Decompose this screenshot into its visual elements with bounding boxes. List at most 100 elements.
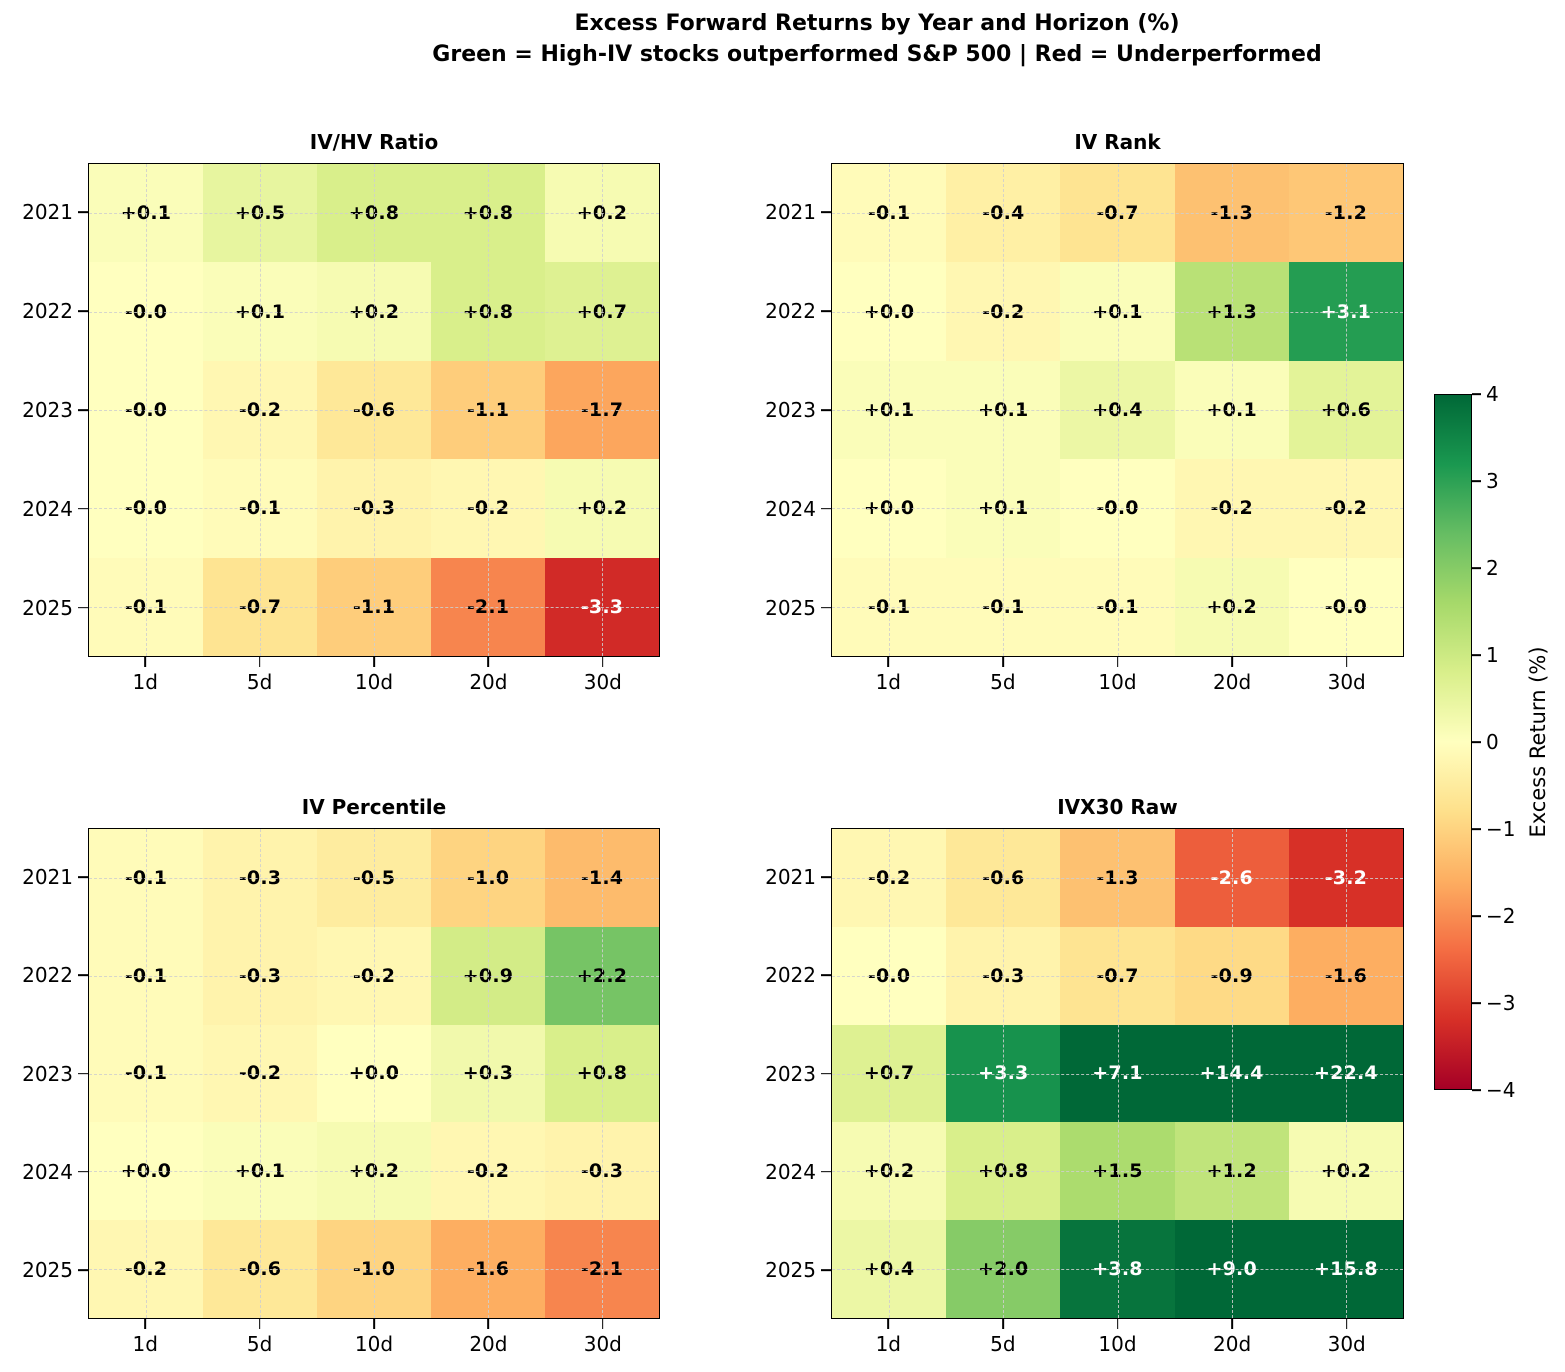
colorbar-tick-mark <box>1472 828 1481 830</box>
y-tick-mark <box>821 211 831 214</box>
y-tick-mark <box>78 1072 88 1075</box>
colorbar-tick-label: −3 <box>1486 991 1516 1015</box>
x-tick-label: 10d <box>1098 670 1137 694</box>
y-tick-mark <box>821 310 831 313</box>
x-tick-label: 20d <box>1213 670 1252 694</box>
heatmap-cell: +0.4 <box>1060 360 1175 460</box>
heatmap-panel-ivx30-raw: IVX30 Raw -0.2 -0.6 -1.3 -2.6 -3.2 -0.0 -0.3 -0… <box>765 795 1404 1356</box>
x-tick-label: 30d <box>1327 670 1366 694</box>
x-tick-mark <box>144 1319 147 1329</box>
x-tick-label: 1d <box>875 670 902 694</box>
gridline-horizontal <box>89 1073 659 1075</box>
x-tick-label: 20d <box>469 1332 508 1356</box>
y-tick-label: 2022 <box>22 963 73 988</box>
heatmap-plot-area: -0.1 -0.4 -0.7 -1.3 -1.2 +0.0 -0.2 +0.1 +1.3 +3.1… <box>831 163 1404 657</box>
x-tick-mark <box>1345 1319 1348 1329</box>
y-tick-label: 2022 <box>22 299 73 324</box>
y-tick-mark <box>821 1170 831 1173</box>
gridline-horizontal <box>832 1269 1403 1271</box>
gridline-horizontal <box>832 1171 1403 1173</box>
colorbar-tick-mark <box>1472 1089 1481 1091</box>
x-tick-mark <box>487 1319 490 1329</box>
colorbar-gradient <box>1434 394 1472 1090</box>
x-tick-mark <box>1231 1319 1233 1329</box>
heatmap-panel-iv-percentile: IV Percentile -0.1 -0.3 -0.5 -1.0 -1.4 -0.1 -0… <box>22 795 660 1356</box>
y-tick-mark <box>78 409 88 411</box>
colorbar-tick-label: −2 <box>1486 904 1516 928</box>
x-tick-label: 10d <box>354 670 394 694</box>
y-tick-label: 2021 <box>22 200 73 225</box>
x-tick-mark <box>258 657 261 667</box>
gridline-horizontal <box>832 508 1403 510</box>
y-tick-label: 2024 <box>22 496 73 521</box>
y-tick-mark <box>78 211 88 214</box>
y-tick-label: 2024 <box>765 1159 816 1184</box>
x-tick-label: 30d <box>1327 1332 1366 1356</box>
gridline-horizontal <box>89 410 659 411</box>
y-tick-mark <box>78 507 88 510</box>
gridline-horizontal <box>832 410 1403 411</box>
y-tick-mark <box>821 409 831 411</box>
x-tick-label: 5d <box>246 670 273 694</box>
y-tick-label: 2024 <box>765 496 816 521</box>
heatmap-plot-area: +0.1 +0.5 +0.8 +0.8 +0.2 -0.0 +0.1 +0.2 +0.8 +0.7… <box>88 163 660 657</box>
gridline-horizontal <box>89 508 659 510</box>
heatmap-plot-area: -0.2 -0.6 -1.3 -2.6 -3.2 -0.0 -0.3 -0.7 -0.9 -1.6… <box>831 828 1404 1319</box>
x-tick-label: 5d <box>990 670 1016 694</box>
y-tick-mark <box>78 1170 88 1173</box>
y-tick-mark <box>78 876 88 878</box>
colorbar-tick-label: −4 <box>1486 1078 1516 1102</box>
colorbar-tick-mark <box>1472 1002 1481 1004</box>
heatmap-panel-ivhv-ratio: IV/HV Ratio +0.1 +0.5 +0.8 +0.8 +0.2 -0.0 +0.1… <box>22 130 660 694</box>
colorbar-axis-label: Excess Return (%) <box>1526 646 1550 838</box>
figure-title-line1: Excess Forward Returns by Year and Horiz… <box>574 11 1180 36</box>
x-tick-mark <box>887 657 890 667</box>
colorbar-tick-label: 3 <box>1486 469 1499 493</box>
y-tick-label: 2025 <box>22 595 73 620</box>
y-tick-label: 2021 <box>765 865 816 890</box>
y-tick-label: 2023 <box>765 398 816 422</box>
y-tick-label: 2022 <box>765 963 816 988</box>
y-tick-label: 2021 <box>765 200 816 225</box>
heatmap-cell: +7.1 <box>1060 1024 1175 1123</box>
x-tick-mark <box>1116 1319 1119 1329</box>
x-tick-mark <box>258 1319 261 1329</box>
x-tick-mark <box>1231 657 1233 667</box>
gridline-horizontal <box>89 213 659 215</box>
gridline-horizontal <box>832 1073 1403 1075</box>
gridline-horizontal <box>89 311 659 313</box>
gridline-horizontal <box>832 606 1403 608</box>
colorbar-tick-mark <box>1472 741 1481 743</box>
y-tick-label: 2025 <box>22 1257 73 1282</box>
y-tick-mark <box>821 876 831 878</box>
colorbar-tick-label: 2 <box>1486 556 1499 580</box>
heatmap-cell: +1.5 <box>1060 1122 1175 1221</box>
figure-title: Excess Forward Returns by Year and Horiz… <box>432 8 1321 70</box>
x-tick-label: 30d <box>583 1332 622 1356</box>
x-tick-label: 20d <box>1213 1332 1252 1356</box>
y-tick-label: 2022 <box>765 299 816 324</box>
y-tick-mark <box>78 606 88 609</box>
x-tick-mark <box>887 1319 890 1329</box>
colorbar: 4 3 2 1 0 −1 −2 −3 −4 <box>1434 382 1515 1102</box>
y-tick-mark <box>78 1269 88 1271</box>
heatmap-cell: +0.8 <box>946 1122 1061 1221</box>
panel-title: IV Rank <box>1074 130 1161 154</box>
panel-title: IV Percentile <box>301 795 447 819</box>
y-tick-mark <box>821 1072 831 1075</box>
y-tick-label: 2023 <box>22 398 73 422</box>
x-tick-label: 5d <box>246 1332 273 1356</box>
x-tick-label: 30d <box>583 670 622 694</box>
x-tick-mark <box>487 657 490 667</box>
gridline-horizontal <box>89 1269 659 1271</box>
x-tick-mark <box>144 657 147 667</box>
colorbar-tick-label: 0 <box>1486 730 1499 754</box>
gridline-horizontal <box>89 1171 659 1173</box>
gridline-horizontal <box>89 877 659 879</box>
y-tick-label: 2023 <box>22 1061 73 1086</box>
y-tick-label: 2025 <box>765 595 816 620</box>
x-tick-label: 1d <box>132 1332 158 1356</box>
colorbar-tick-label: 4 <box>1486 382 1499 406</box>
heatmap-cell: +0.1 <box>946 360 1061 460</box>
